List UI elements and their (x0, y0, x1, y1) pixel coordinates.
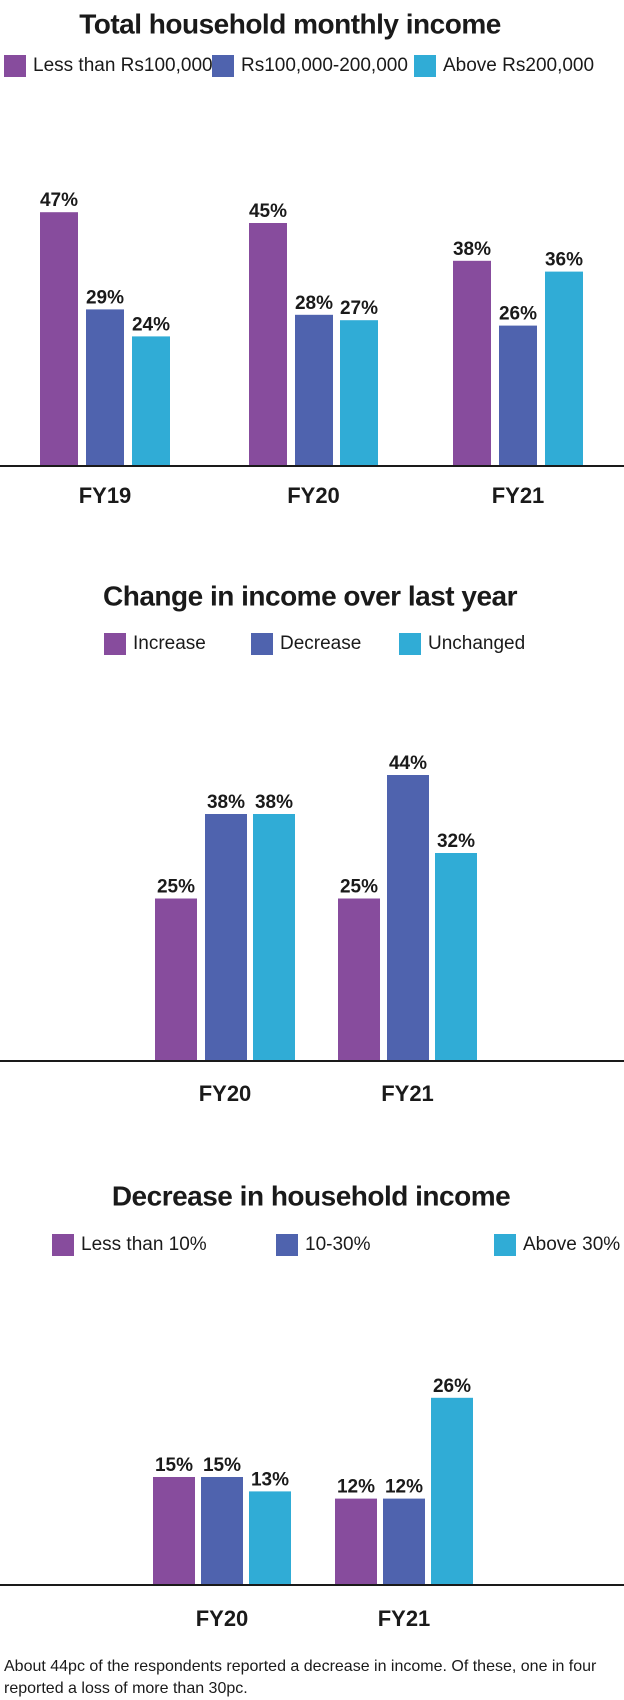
data-label: 27% (340, 298, 378, 319)
chart-title: Decrease in household income (112, 1180, 510, 1211)
data-label: 47% (40, 190, 78, 211)
bar (153, 1477, 195, 1585)
data-label: 26% (499, 304, 537, 325)
data-label: 44% (389, 753, 427, 774)
data-label: 15% (155, 1455, 193, 1476)
legend-swatch (104, 633, 126, 655)
bar (295, 314, 333, 466)
data-label: 25% (157, 877, 195, 898)
data-label: 25% (340, 877, 378, 898)
bar (86, 309, 124, 466)
legend-label: Less than Rs100,000 (33, 55, 213, 76)
data-label: 15% (203, 1455, 241, 1476)
bar (132, 336, 170, 466)
legend-label: Above Rs200,000 (443, 55, 594, 76)
data-label: 38% (453, 239, 491, 260)
category-label: FY21 (492, 483, 545, 508)
bar (338, 898, 380, 1061)
category-label: FY20 (199, 1081, 252, 1106)
legend-label: Above 30% (523, 1234, 620, 1255)
data-label: 28% (295, 293, 333, 314)
bar (155, 898, 197, 1061)
bar (40, 212, 78, 466)
chart-3: Decrease in household income Less than 10… (0, 1180, 624, 1631)
legend-label: Less than 10% (81, 1234, 207, 1255)
caption: About 44pc of the respondents reported a… (4, 1658, 597, 1697)
bar (340, 320, 378, 466)
legend-label: 10-30% (305, 1234, 371, 1255)
data-label: 26% (433, 1376, 471, 1397)
category-label: FY21 (381, 1081, 434, 1106)
data-label: 32% (437, 831, 475, 852)
legend-swatch (52, 1234, 74, 1256)
legend-swatch (276, 1234, 298, 1256)
chart-2: Change in income over last year Increase D… (0, 580, 624, 1106)
data-label: 12% (337, 1477, 375, 1498)
bar (249, 1491, 291, 1585)
legend-swatch (414, 55, 436, 77)
category-label: FY19 (79, 483, 132, 508)
bar (201, 1477, 243, 1585)
data-label: 24% (132, 314, 170, 335)
bar (335, 1498, 377, 1585)
data-label: 38% (207, 792, 245, 813)
data-label: 36% (545, 250, 583, 271)
legend-swatch (251, 633, 273, 655)
category-label: FY20 (196, 1606, 249, 1631)
data-label: 29% (86, 287, 124, 308)
data-label: 13% (251, 1469, 289, 1490)
data-label: 45% (249, 201, 287, 222)
bar (205, 814, 247, 1061)
data-label: 38% (255, 792, 293, 813)
chart-title: Total household monthly income (79, 8, 501, 39)
legend-swatch (212, 55, 234, 77)
bar (435, 853, 477, 1061)
bar (253, 814, 295, 1061)
bar (249, 223, 287, 466)
bar (453, 260, 491, 466)
bar (499, 325, 537, 466)
legend-label: Rs100,000-200,000 (241, 55, 408, 76)
bar (387, 775, 429, 1061)
legend-swatch (494, 1234, 516, 1256)
bar (383, 1498, 425, 1585)
bar (431, 1397, 473, 1585)
chart-1: Total household monthly income Less than … (0, 8, 624, 508)
chart-title: Change in income over last year (103, 580, 518, 611)
legend-swatch (399, 633, 421, 655)
bar (545, 271, 583, 466)
category-label: FY20 (287, 483, 340, 508)
category-label: FY21 (378, 1606, 431, 1631)
legend-label: Increase (133, 633, 206, 654)
legend-label: Unchanged (428, 633, 525, 654)
legend-swatch (4, 55, 26, 77)
data-label: 12% (385, 1477, 423, 1498)
legend-label: Decrease (280, 633, 361, 654)
